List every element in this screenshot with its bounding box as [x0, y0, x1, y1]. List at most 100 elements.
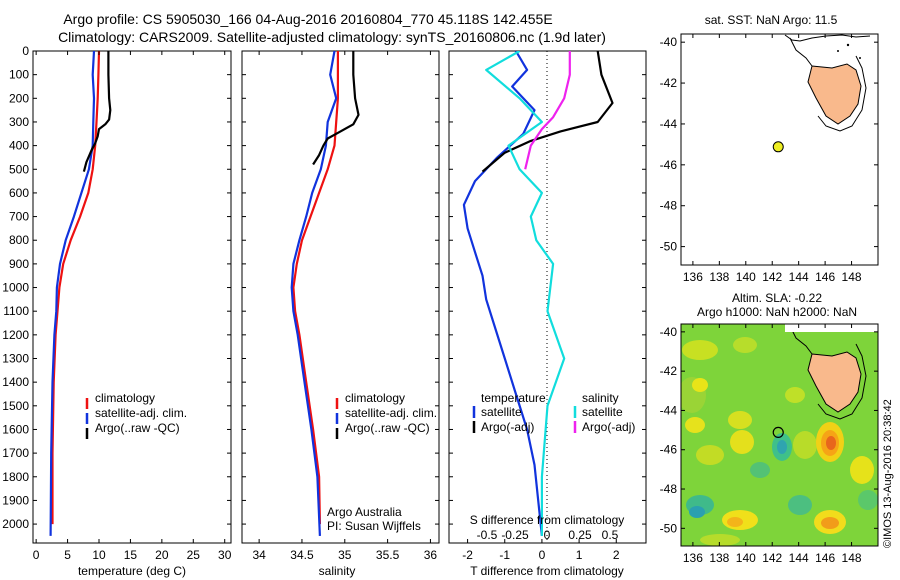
salinity-plot-area — [241, 50, 440, 544]
difference-top-tick: 0.25 — [568, 528, 592, 542]
map-sla-xtick-label: 144 — [789, 551, 809, 565]
difference-top-ticks: -0.5 -0.25 0 0.25 0.5 — [477, 528, 619, 542]
difference-legend-t-satellite: satellite — [481, 405, 522, 419]
map-sla-ytick-label: -48 — [660, 482, 678, 496]
difference-legend-s-argo: Argo(-adj) — [582, 420, 635, 434]
map-sst-ytick-label: -42 — [660, 76, 678, 90]
difference-xtick-label: 2 — [613, 548, 620, 562]
difference-xtick-label: -2 — [462, 548, 473, 562]
difference-series-2 — [481, 51, 614, 173]
map-sla-xtick-label: 136 — [683, 551, 703, 565]
temperature-xtick-label: 0 — [33, 548, 40, 562]
temperature-series-1 — [51, 51, 101, 525]
temperature-legend-satellite: satellite-adj. clim. — [95, 406, 187, 420]
temperature-ytick-label: 0 — [22, 44, 29, 58]
map-sla-title-line2: Argo h1000: NaN h2000: NaN — [697, 305, 857, 319]
sla-land — [807, 351, 862, 413]
map-sst-ytick-label: -48 — [660, 199, 678, 213]
map-sst-panel: sat. SST: NaN Argo: 11.5 136 138 140 142 144… — [660, 13, 879, 284]
map-sst-xtick-label: 138 — [709, 270, 729, 284]
map-sla-ytick-label: -46 — [660, 443, 678, 457]
temperature-ytick-label: 800 — [9, 233, 29, 247]
salinity-xtick-label: 34.5 — [290, 548, 314, 562]
temperature-ytick-label: 1800 — [2, 470, 29, 484]
temperature-ytick-label: 1500 — [2, 399, 29, 413]
map-sst-xtick-label: 146 — [815, 270, 835, 284]
map-sla-xtick-label: 142 — [762, 551, 782, 565]
salinity-xtick-label: 36 — [424, 548, 438, 562]
temperature-legend-argo: Argo(..raw -QC) — [95, 421, 180, 435]
salinity-xtick-label: 34 — [252, 548, 266, 562]
map-sst-title: sat. SST: NaN Argo: 11.5 — [705, 13, 838, 27]
temperature-plot-area — [32, 50, 232, 544]
temperature-ytick-label: 400 — [9, 139, 29, 153]
temperature-series-3 — [82, 51, 112, 172]
difference-top-axis-label: S difference from climatology — [470, 513, 625, 527]
difference-xtick-label: -1 — [499, 548, 510, 562]
temperature-ytick-label: 1200 — [2, 328, 29, 342]
salinity-legend: climatology satellite-adj. clim. Argo(..… — [335, 391, 437, 439]
tasmania-land — [807, 63, 862, 125]
temperature-ytick-label: 100 — [9, 68, 29, 82]
temperature-ytick-label: 700 — [9, 210, 29, 224]
salinity-legend-climatology: climatology — [345, 391, 405, 405]
map-sst-coastline — [784, 34, 871, 132]
map-sla-ytick-label: -40 — [660, 325, 678, 339]
temperature-ytick-label: 1100 — [3, 304, 29, 318]
map-sla-panel: Altim. SLA: -0.22 Argo h1000: NaN h2000:… — [660, 291, 879, 565]
map-sst-ytick-label: -46 — [660, 158, 678, 172]
difference-top-tick: -0.5 — [477, 528, 498, 542]
temperature-ytick-label: 600 — [9, 186, 29, 200]
map-sla-xtick-label: 138 — [709, 551, 729, 565]
map-sla-ytick-label: -42 — [660, 364, 678, 378]
difference-series-3 — [485, 51, 566, 536]
temperature-ytick-label: 1000 — [2, 281, 29, 295]
map-sst-xtick-label: 136 — [683, 270, 703, 284]
difference-legend: temperature salinity satellite Argo(-adj… — [472, 391, 635, 434]
map-sla-ytick-label: -50 — [660, 521, 678, 535]
temperature-xtick-label: 5 — [64, 548, 71, 562]
difference-legend-s-satellite: satellite — [582, 405, 623, 419]
map-sla-xtick-label: 146 — [815, 551, 835, 565]
shelf-contour — [789, 37, 867, 132]
header-line2: Climatology: CARS2009. Satellite-adjuste… — [58, 29, 606, 45]
temperature-legend-climatology: climatology — [95, 391, 155, 405]
salinity-xtick-label: 35.5 — [376, 548, 400, 562]
difference-plot-area — [448, 50, 647, 544]
salinity-xtick-label: 35 — [338, 548, 352, 562]
map-sst-ytick-label: -44 — [660, 117, 678, 131]
difference-xlabel: T difference from climatology — [470, 564, 624, 578]
mainland-coast — [784, 34, 871, 42]
temperature-xtick-label: 10 — [92, 548, 106, 562]
temperature-ytick-label: 1300 — [2, 352, 29, 366]
salinity-series-2 — [290, 51, 338, 536]
temperature-ytick-label: 200 — [9, 91, 29, 105]
difference-xtick-label: 1 — [576, 548, 583, 562]
temperature-xtick-label: 20 — [155, 548, 169, 562]
temperature-ytick-label: 1600 — [2, 422, 29, 436]
temperature-ytick-label: 500 — [9, 162, 29, 176]
difference-top-tick: -0.25 — [501, 528, 529, 542]
difference-xtick-label: 0 — [539, 548, 546, 562]
difference-top-tick: 0 — [544, 528, 551, 542]
sla-float-position-marker — [772, 426, 784, 439]
imos-watermark: ©IMOS 13-Aug-2016 20:38:42 — [882, 399, 894, 548]
temperature-xtick-label: 15 — [124, 548, 138, 562]
temperature-ytick-label: 1900 — [2, 493, 29, 507]
salinity-xlabel: salinity — [319, 564, 356, 578]
salinity-legend-satellite: satellite-adj. clim. — [345, 406, 437, 420]
float-position-marker — [772, 141, 784, 153]
salinity-series-3 — [312, 51, 360, 166]
map-sst-xtick-label: 148 — [842, 270, 862, 284]
difference-top-tick: 0.5 — [602, 528, 619, 542]
temperature-ytick-label: 300 — [9, 115, 29, 129]
map-sla-area — [680, 323, 879, 547]
difference-panel: -2 -1 0 1 2 T difference from climatology S … — [448, 50, 647, 578]
temperature-ytick-label: 900 — [9, 257, 29, 271]
salinity-legend-argo: Argo(..raw -QC) — [345, 421, 430, 435]
header-line1: Argo profile: CS 5905030_166 04-Aug-2016… — [63, 11, 552, 27]
temperature-ytick-label: 1400 — [2, 375, 29, 389]
salinity-panel: 34 34.5 35 35.5 36 salinity climatology sate… — [241, 50, 440, 578]
temperature-panel: 0 5 10 15 20 25 300100200300400500600700800900… — [2, 44, 231, 578]
